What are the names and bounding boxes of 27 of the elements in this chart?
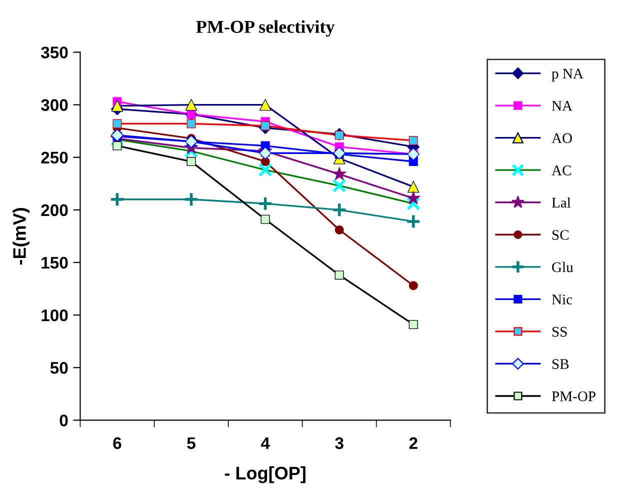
x-axis-title: - Log[OP] <box>224 466 306 484</box>
legend-label: PM-OP <box>552 391 596 402</box>
legend-label: Glu <box>552 262 574 272</box>
x-tick-label: 3 <box>335 437 344 450</box>
chart-title: PM-OP selectivity <box>196 20 335 37</box>
legend-label: SB <box>552 359 569 369</box>
y-tick-label: 200 <box>41 204 68 216</box>
x-tick-label: 6 <box>113 437 122 450</box>
y-tick-label: 300 <box>40 99 68 111</box>
legend-label: AC <box>552 166 571 176</box>
legend-label: Lal <box>552 197 571 208</box>
x-tick-label: 4 <box>260 437 270 449</box>
y-tick-label: 250 <box>41 152 68 164</box>
legend-label: NA <box>552 101 572 111</box>
y-tick-label: 100 <box>42 309 68 322</box>
y-tick-label: 350 <box>40 46 68 58</box>
legend-label: p NA <box>552 68 584 82</box>
x-tick-label: 5 <box>187 437 196 450</box>
y-axis-title: -E(mV) <box>12 208 30 265</box>
y-tick-label: 0 <box>60 414 68 426</box>
x-tick-label: 2 <box>409 437 418 449</box>
y-tick-label: 150 <box>42 256 68 269</box>
legend-label: AO <box>552 133 572 144</box>
y-tick-label: 50 <box>50 362 68 374</box>
legend-label: SC <box>552 230 569 240</box>
legend-label: Nic <box>552 294 572 304</box>
legend-label: SS <box>552 326 567 337</box>
